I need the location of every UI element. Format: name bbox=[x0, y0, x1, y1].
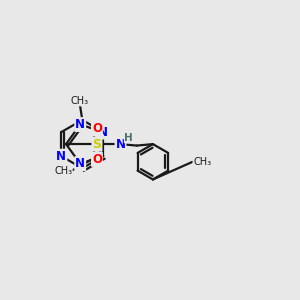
Text: N: N bbox=[75, 118, 85, 131]
Text: O: O bbox=[92, 122, 102, 135]
Text: N: N bbox=[116, 138, 125, 151]
Text: CH₃: CH₃ bbox=[54, 166, 72, 176]
Text: O: O bbox=[92, 153, 102, 166]
Text: S: S bbox=[92, 138, 101, 151]
Text: N: N bbox=[75, 157, 85, 170]
Text: H: H bbox=[124, 133, 133, 142]
Text: CH₃: CH₃ bbox=[70, 96, 88, 106]
Text: CH₃: CH₃ bbox=[193, 157, 211, 167]
Text: N: N bbox=[98, 125, 108, 139]
Text: N: N bbox=[56, 150, 66, 163]
